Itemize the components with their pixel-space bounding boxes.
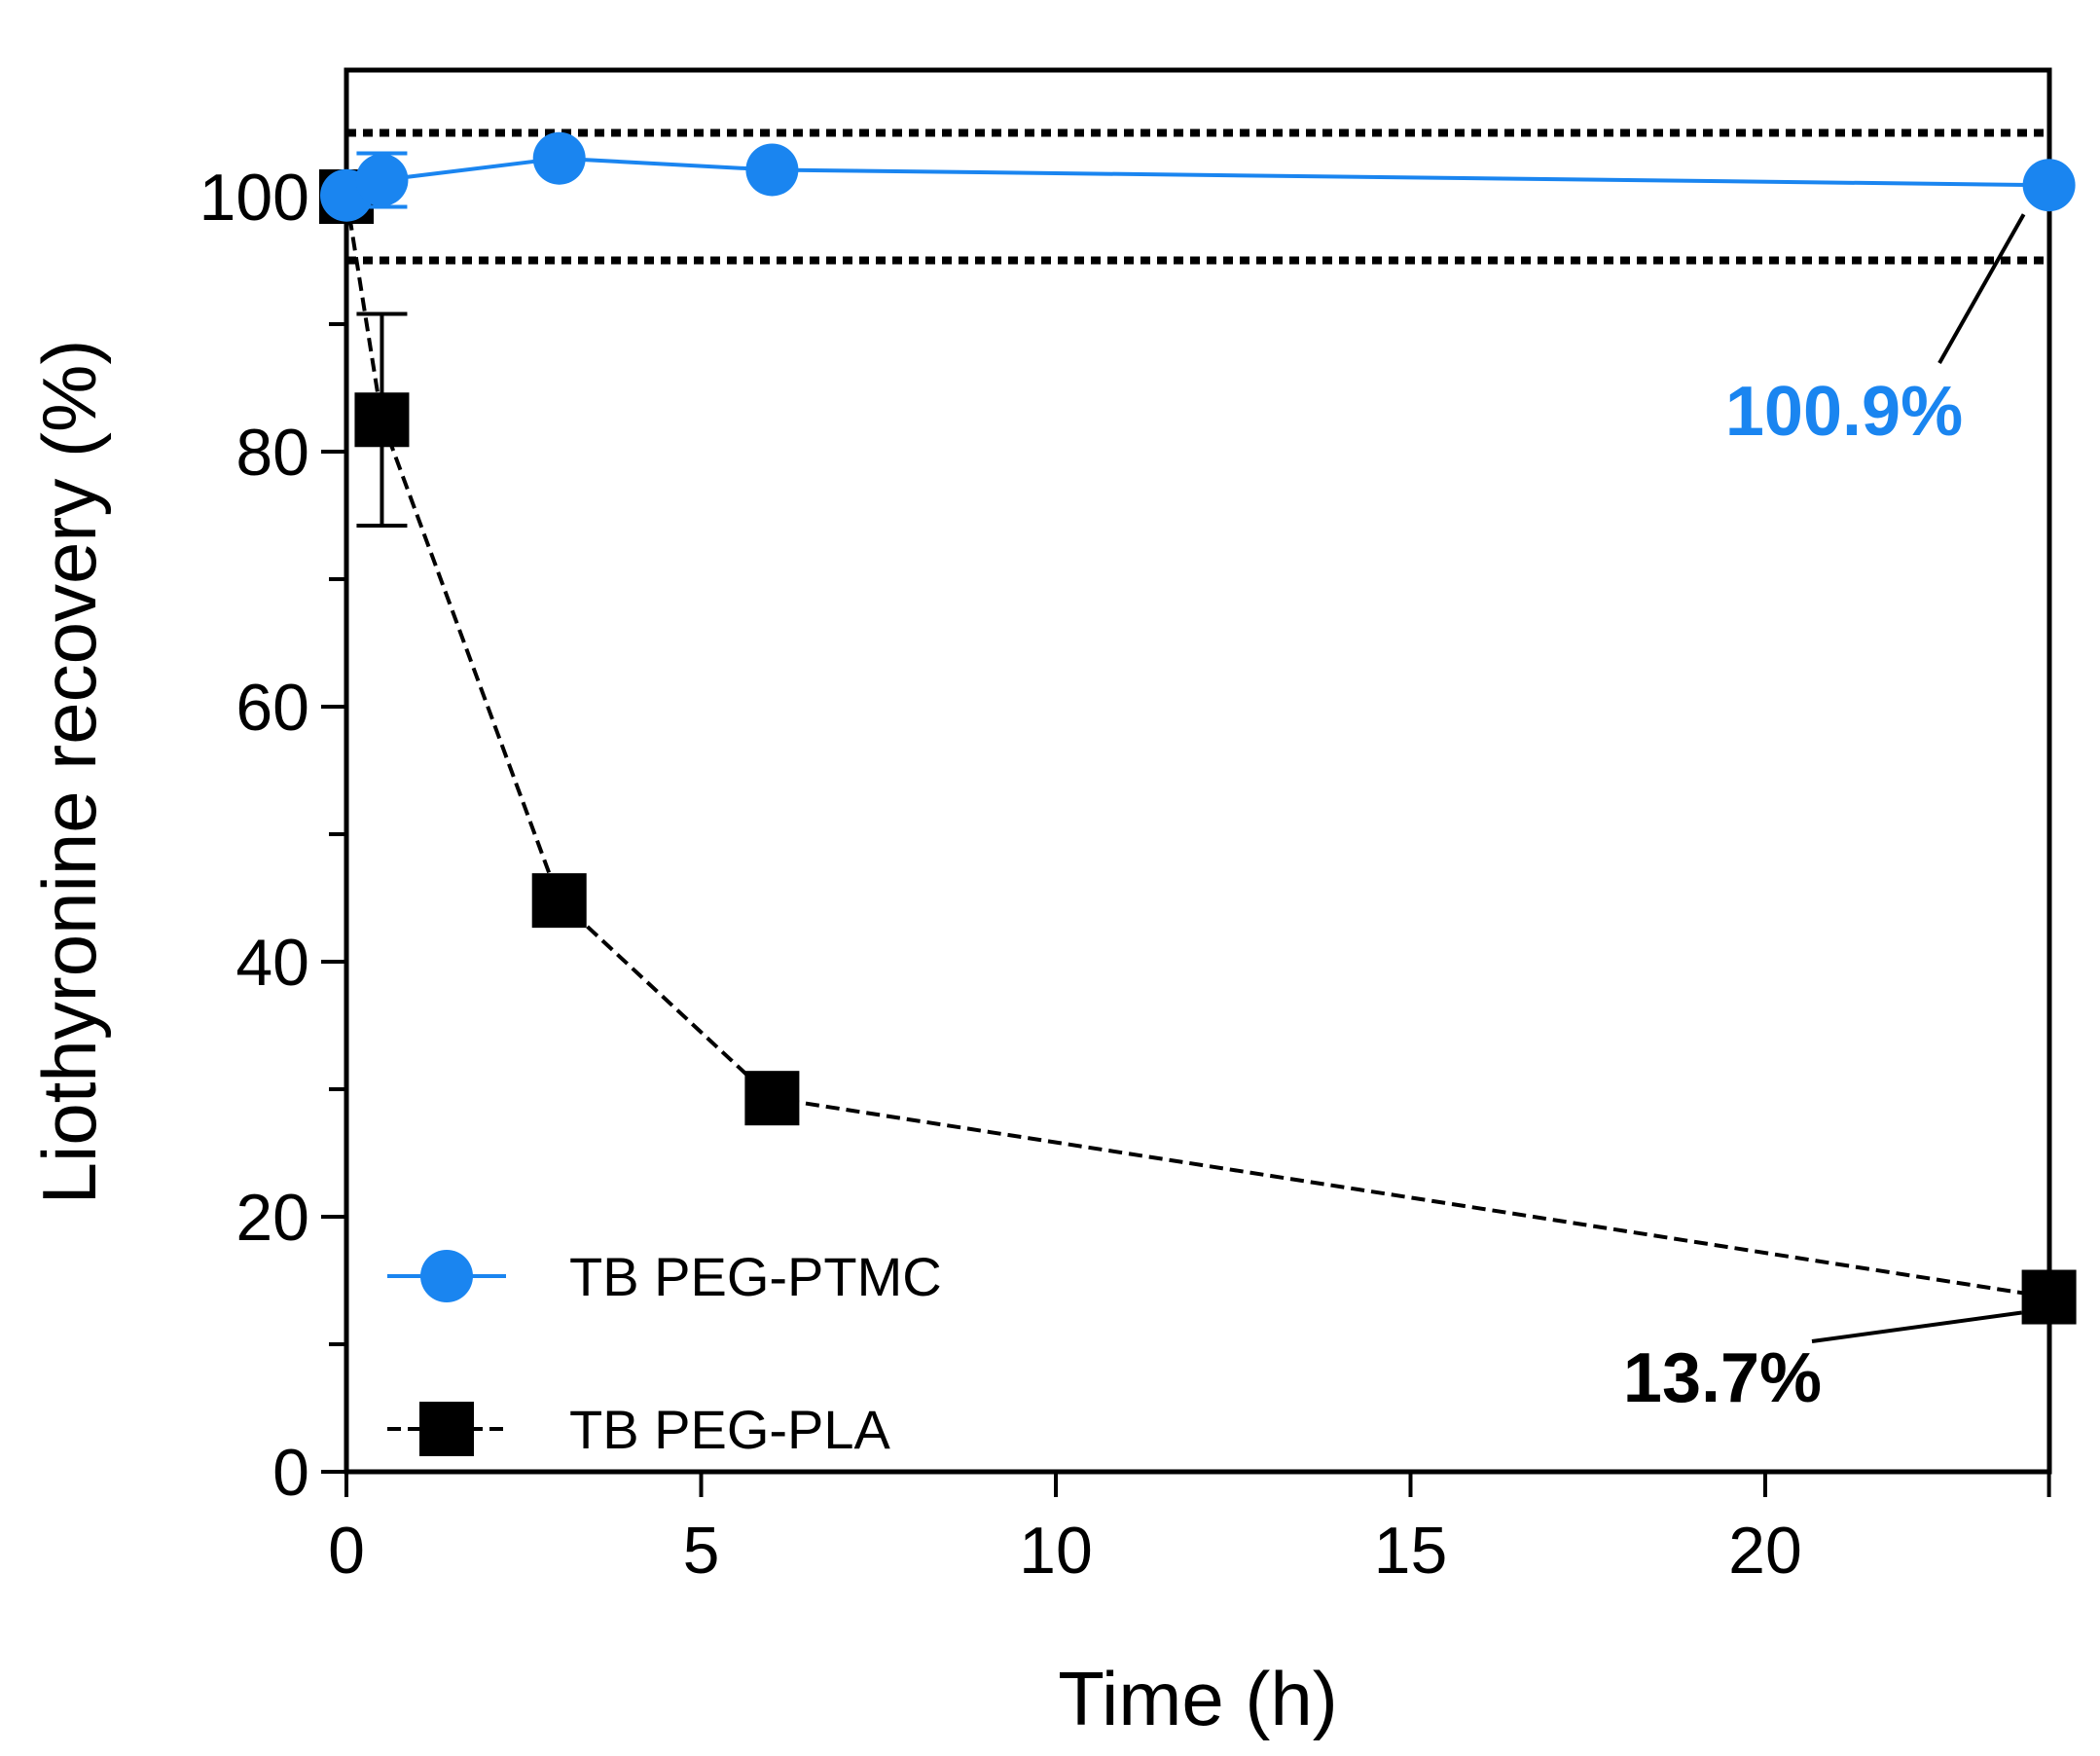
- annotations-layer: 100.9% 13.7%: [1623, 213, 2026, 1417]
- y-tick-label: 80: [235, 416, 309, 490]
- data-point: [744, 1071, 800, 1126]
- y-tick-label: 40: [235, 926, 309, 1000]
- data-point: [531, 873, 587, 929]
- legend-entry: TB PEG-PLA: [387, 1399, 891, 1460]
- y-tick-label: 20: [235, 1181, 309, 1255]
- x-tick-label: 10: [1019, 1514, 1093, 1588]
- data-point: [2021, 1269, 2077, 1325]
- series-line: [344, 196, 2049, 1299]
- legend: TB PEG-PTMC TB PEG-PLA: [387, 1246, 942, 1460]
- legend-marker: [419, 1402, 474, 1456]
- data-point: [355, 153, 409, 206]
- legend-label: TB PEG-PLA: [569, 1399, 891, 1460]
- y-tick-label: 60: [235, 671, 309, 745]
- series-layer: [319, 131, 2077, 1325]
- x-tick-label: 20: [1728, 1514, 1802, 1588]
- data-point: [2022, 159, 2076, 212]
- x-tick-label: 0: [328, 1514, 365, 1588]
- annotation-leader: [1937, 213, 2026, 364]
- y-tick-label: 0: [272, 1436, 309, 1510]
- data-point: [745, 143, 799, 197]
- series-tb-peg-pla: [319, 169, 2077, 1325]
- x-tick-label: 15: [1374, 1514, 1448, 1588]
- series-line: [345, 156, 2049, 198]
- annotation-leader: [1811, 1310, 2022, 1343]
- annotation-label: 13.7%: [1623, 1339, 1822, 1417]
- series-tb-peg-ptmc: [320, 131, 2076, 222]
- legend-entry: TB PEG-PTMC: [387, 1246, 942, 1307]
- x-axis-title: Time (h): [1058, 1656, 1337, 1741]
- data-point: [354, 392, 410, 448]
- legend-label: TB PEG-PTMC: [569, 1246, 942, 1307]
- annotation-label: 100.9%: [1725, 373, 1963, 451]
- legend-marker: [420, 1250, 473, 1302]
- y-tick-label: 100: [199, 161, 309, 235]
- reference-lines: [346, 128, 2049, 265]
- data-point: [532, 131, 586, 185]
- axes-layer: 0 20 40 60 80 100 0 5 10 15 20: [199, 67, 2052, 1588]
- x-tick-label: 5: [683, 1514, 720, 1588]
- plot-frame: [344, 67, 2052, 1475]
- y-axis-title: Liothyronine recovery (%): [26, 340, 112, 1205]
